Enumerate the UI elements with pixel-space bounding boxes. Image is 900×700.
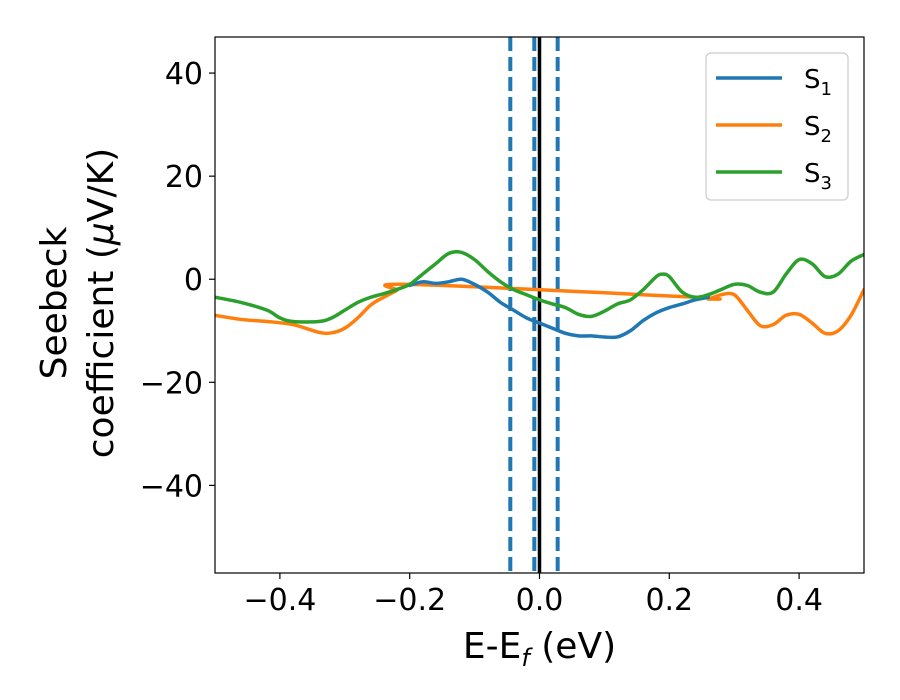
legend-label-s3: S3 (804, 159, 832, 194)
x-axis-label: E-Ef (eV) (463, 626, 616, 672)
y-tick-label: 20 (165, 160, 203, 195)
series-line-s3 (215, 250, 864, 324)
y-axis-label-line1: Seebeck (34, 226, 75, 379)
x-tick-label: 0.4 (775, 583, 823, 618)
x-tick-label: −0.2 (373, 583, 446, 618)
y-axis-label-prefix: coefficient ( (81, 245, 122, 458)
x-tick-label: 0.2 (645, 583, 693, 618)
y-tick-label: 40 (165, 57, 203, 92)
y-tick-label: 0 (184, 263, 203, 298)
legend-label-s2: S2 (804, 112, 832, 147)
y-tick-label: −20 (140, 366, 203, 401)
y-axis-label-mu: μ (81, 222, 122, 246)
x-axis-label-main: E-E (463, 626, 521, 667)
legend-label-s1: S1 (804, 65, 832, 100)
legend: S1 S2 S3 (705, 52, 849, 201)
x-axis-label-unit: (eV) (530, 626, 616, 667)
series-line-s1 (407, 277, 710, 340)
y-axis-label-line2: coefficient (μV/K) (81, 148, 122, 458)
y-tick-label: −40 (140, 469, 203, 504)
y-axis-label-suffix: V/K) (81, 148, 122, 222)
series-layer (215, 250, 864, 340)
x-tick-label: −0.4 (243, 583, 316, 618)
axis-ticks: −0.4 −0.2 0.0 0.2 0.4 40 20 0 −20 −40 (140, 57, 823, 618)
x-tick-label: 0.0 (516, 583, 564, 618)
